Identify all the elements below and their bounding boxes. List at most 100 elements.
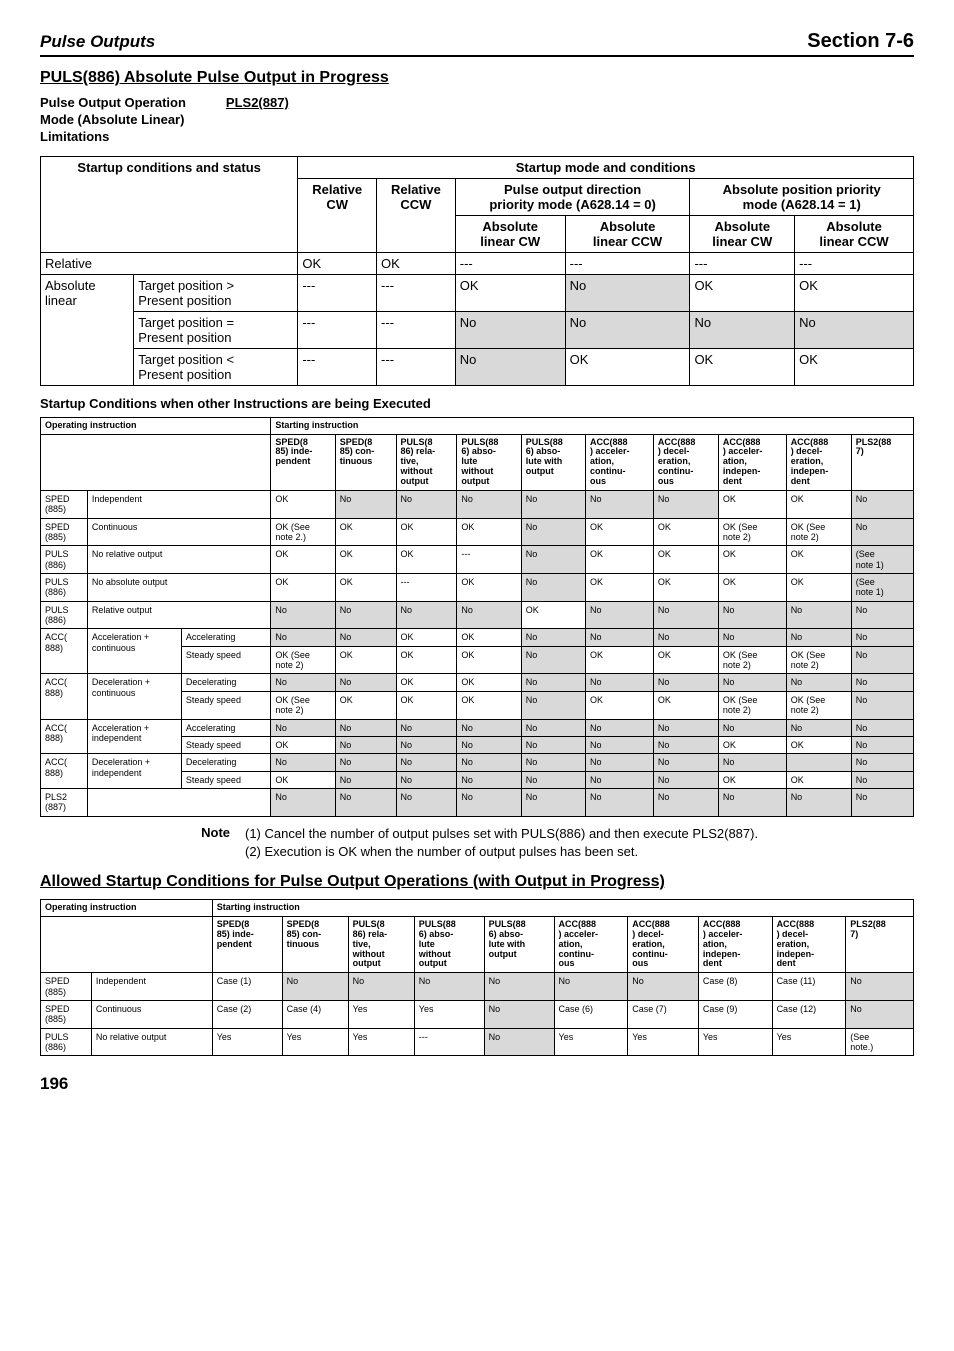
t2-cell: (See note 1) [851,546,913,574]
t2-cell: OK [396,518,457,546]
t1-h-abspos: Absolute position priority mode (A628.14… [690,178,914,215]
t2-cell: OK [786,491,851,519]
t2-cell: OK [586,518,654,546]
t2-cell: OK [653,691,718,719]
t2-cell: No [851,736,913,753]
t2-r-sped885: SPED (885) [41,518,88,546]
t2-r-blank [87,788,271,816]
t2-c5: PULS(88 6) abso- lute with output [521,434,585,490]
note-1: (1) Cancel the number of output pulses s… [242,825,914,843]
t2-c6: ACC(888 ) acceler- ation, continu- ous [586,434,654,490]
t2-cell: OK [335,646,396,674]
t2-r-steady: Steady speed [181,736,271,753]
t3-cell: Case (7) [628,1000,699,1028]
t2-cell: No [786,788,851,816]
t2-cell: No [851,646,913,674]
t2-cell: No [851,754,913,771]
t3-cell: --- [414,1028,484,1056]
t1-cell: OK [795,348,914,385]
t2-cell: OK [457,629,521,646]
t2-cell: No [851,674,913,691]
t3-r-independent: Independent [91,973,212,1001]
t3-r-continuous: Continuous [91,1000,212,1028]
t2-cell: No [653,674,718,691]
t3-cell: No [846,1000,914,1028]
t3-cell: (See note.) [846,1028,914,1056]
t2-cell: No [271,788,335,816]
t2-cell: No [653,629,718,646]
t2-cell: No [396,754,457,771]
t2-cell: OK [335,518,396,546]
header-right: Section 7-6 [807,30,914,53]
t2-cell: No [586,771,654,788]
t1-cell: --- [377,348,456,385]
t2-cell: OK [586,691,654,719]
t2-cell: No [457,754,521,771]
t1-h-relccw: Relative CCW [377,178,456,252]
t2-r-puls886: PULS (886) [41,601,88,629]
t2-cell: No [586,754,654,771]
t1-r-tgt-eq: Target position = Present position [134,311,298,348]
t1-r-relative: Relative [41,252,298,274]
t2-r-pls2887: PLS2 (887) [41,788,88,816]
t1-cell: --- [565,252,690,274]
t2-cell: OK [586,546,654,574]
t2-cell: OK (See note 2) [271,646,335,674]
t2-cell: No [718,754,786,771]
t2-cell: OK [271,574,335,602]
t2-r-steady: Steady speed [181,646,271,674]
t2-cell: No [586,674,654,691]
t2-cell: No [586,719,654,736]
t2-cell: OK [786,574,851,602]
t2-cell: OK [271,736,335,753]
t3-r-sped885: SPED (885) [41,973,92,1001]
t2-cell: OK (See note 2) [718,691,786,719]
t3-c7: ACC(888 ) decel- eration, continu- ous [628,916,699,972]
t2-cell: OK (See note 2) [271,691,335,719]
t2-cell: No [335,754,396,771]
t3-cell: No [554,973,628,1001]
t2-cell: No [521,788,585,816]
t3-cell: Yes [772,1028,846,1056]
t2-cell: No [271,674,335,691]
t2-cell: No [521,674,585,691]
t2-cell: --- [457,546,521,574]
t1-h-abslinccw2: Absolute linear CCW [795,215,914,252]
t1-cell: OK [795,274,914,311]
t2-c10: PLS2(88 7) [851,434,913,490]
operating-instruction-table: Operating instruction Starting instructi… [40,417,914,817]
t3-cell: No [628,973,699,1001]
t2-blank [41,434,271,490]
t1-r-tgt-lt: Target position < Present position [134,348,298,385]
t2-cell: OK [457,646,521,674]
t3-r-sped885: SPED (885) [41,1000,92,1028]
t3-cell: Case (2) [212,1000,282,1028]
t2-cell: OK [335,546,396,574]
t2-cell: OK [653,546,718,574]
t2-r-steady: Steady speed [181,771,271,788]
t1-cell: --- [690,252,795,274]
t1-h-abslinccw1: Absolute linear CCW [565,215,690,252]
t2-cell: No [521,574,585,602]
t2-cell: No [457,736,521,753]
t1-r-tgt-gt: Target position > Present position [134,274,298,311]
t2-cell: OK [457,674,521,691]
t2-cell: OK [653,574,718,602]
t2-cell: No [851,788,913,816]
t2-r-steady: Steady speed [181,691,271,719]
t1-cell: --- [298,274,377,311]
t3-cell: Yes [282,1028,348,1056]
t3-cell: No [846,973,914,1001]
t2-cell: No [718,674,786,691]
t3-c10: PLS2(88 7) [846,916,914,972]
t2-cell: OK [396,691,457,719]
t1-cell: No [455,348,565,385]
t1-cell: OK [455,274,565,311]
t3-cell: Case (6) [554,1000,628,1028]
t2-cell: No [396,788,457,816]
t2-cell: OK (See note 2.) [271,518,335,546]
t2-cell: OK [396,546,457,574]
t3-c2: SPED(8 85) con- tinuous [282,916,348,972]
t2-cell: No [335,771,396,788]
t2-cell: No [271,719,335,736]
